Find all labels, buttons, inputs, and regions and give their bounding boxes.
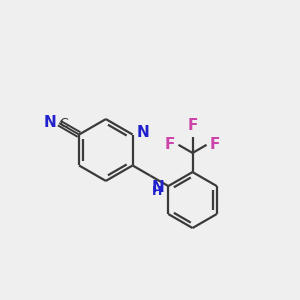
Text: C: C: [59, 117, 68, 130]
Text: F: F: [165, 137, 175, 152]
Text: N: N: [136, 125, 149, 140]
Text: F: F: [187, 118, 198, 133]
Text: F: F: [210, 137, 220, 152]
Text: H: H: [152, 185, 162, 198]
Text: N: N: [44, 115, 57, 130]
Text: N: N: [152, 181, 164, 196]
